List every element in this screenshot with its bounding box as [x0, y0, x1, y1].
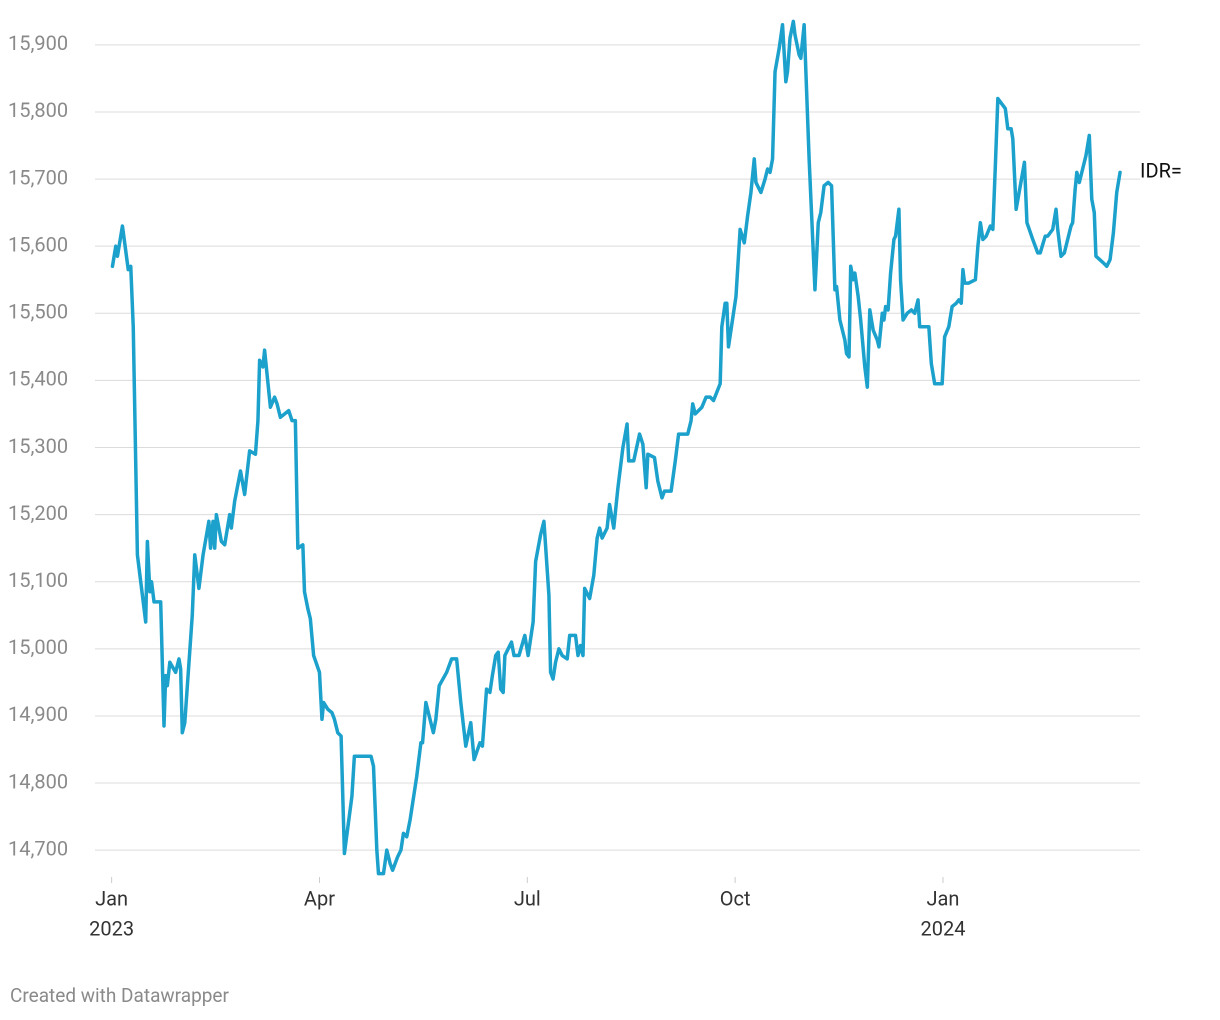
credit: Created with Datawrapper [10, 984, 229, 1007]
x-tick-year: 2024 [920, 916, 965, 940]
series-line [110, 19, 1122, 876]
x-tick-label: Jan [926, 886, 959, 910]
y-tick-label: 15,600 [8, 232, 68, 256]
x-tick-label: Jul [514, 886, 541, 910]
y-tick-label: 15,900 [8, 31, 68, 55]
x-tick-label: Jan [95, 886, 128, 910]
y-tick-label: 14,700 [8, 836, 68, 860]
x-tick-year: 2023 [89, 916, 134, 940]
y-tick-label: 15,700 [8, 165, 68, 189]
y-tick-label: 15,000 [8, 635, 68, 659]
y-tick-label: 14,900 [8, 702, 68, 726]
series-label: IDR= [1140, 159, 1182, 183]
y-tick-label: 15,800 [8, 98, 68, 122]
y-tick-label: 15,300 [8, 434, 68, 458]
y-tick-label: 15,200 [8, 501, 68, 525]
y-tick-label: 15,500 [8, 300, 68, 324]
x-tick-label: Oct [720, 886, 751, 910]
y-tick-label: 15,400 [8, 367, 68, 391]
y-tick-label: 15,100 [8, 568, 68, 592]
y-tick-label: 14,800 [8, 769, 68, 793]
x-tick-label: Apr [304, 886, 335, 910]
